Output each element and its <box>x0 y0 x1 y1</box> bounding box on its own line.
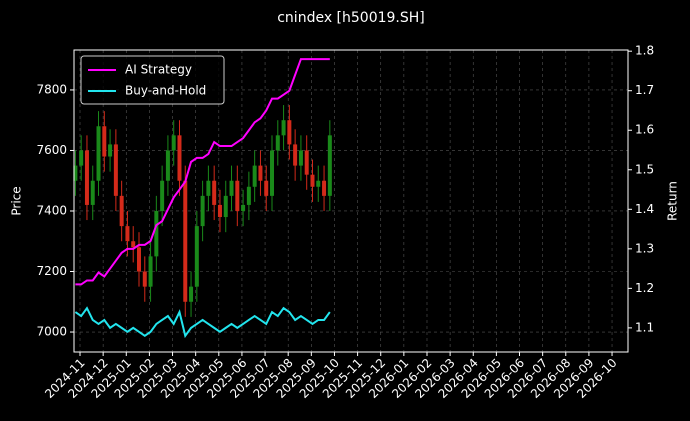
candle-body <box>136 247 141 272</box>
candle-body <box>264 180 269 196</box>
candle-body <box>73 165 78 181</box>
candle-body <box>241 204 246 211</box>
candle-body <box>246 186 251 205</box>
candle-body <box>316 180 321 187</box>
candle-body <box>154 210 159 257</box>
y-tick-label: 7400 <box>36 203 67 217</box>
candle-body <box>96 126 101 181</box>
candle-body <box>113 144 118 196</box>
legend-box <box>80 55 225 105</box>
y-axis-label: Price <box>10 186 24 215</box>
candle-body <box>217 204 222 218</box>
candle-body <box>142 271 147 287</box>
y2-tick-label: 1.3 <box>635 241 654 255</box>
candle-body <box>160 180 165 211</box>
y2-axis-label: Return <box>666 181 680 221</box>
legend-label: Buy-and-Hold <box>125 84 206 98</box>
candle-body <box>200 195 205 227</box>
candle-body <box>327 135 332 196</box>
candle-body <box>304 150 309 175</box>
candle-body <box>125 226 130 242</box>
candle-body <box>252 165 257 187</box>
candle-body <box>287 120 292 145</box>
y-tick-label: 7600 <box>36 143 67 157</box>
candle-body <box>206 180 211 196</box>
candle-body <box>235 180 240 211</box>
candle-body <box>293 144 298 166</box>
y2-tick-label: 1.6 <box>635 123 654 137</box>
y2-tick-label: 1.7 <box>635 83 654 97</box>
line-series <box>74 306 331 339</box>
candle-body <box>229 180 234 196</box>
candle-body <box>322 180 327 196</box>
plot-frame <box>73 49 629 353</box>
candle-body <box>165 150 170 181</box>
candle-body <box>281 120 286 136</box>
candle-body <box>212 180 217 205</box>
candle-body <box>183 180 188 302</box>
candle-body <box>298 150 303 166</box>
candle-body <box>171 135 176 151</box>
y-tick-label: 7200 <box>36 264 67 278</box>
candle-body <box>177 135 182 181</box>
y-tick-label: 7800 <box>36 82 67 96</box>
legend-label: AI Strategy <box>125 63 192 77</box>
line-series <box>75 58 330 286</box>
y2-tick-label: 1.4 <box>635 202 654 216</box>
candle-body <box>194 226 199 287</box>
candle-body <box>84 150 89 205</box>
chart-title: cnindex [h50019.SH] <box>277 10 425 26</box>
candle-body <box>258 165 263 181</box>
y2-tick-label: 1.5 <box>635 162 654 176</box>
y2-tick-label: 1.1 <box>635 320 654 334</box>
candle-body <box>102 126 107 157</box>
candle-body <box>189 286 194 302</box>
candle-body <box>310 174 315 187</box>
candle-body <box>270 150 275 196</box>
candle-body <box>275 135 280 151</box>
candle-body <box>90 180 95 205</box>
y-tick-label: 7000 <box>36 325 67 339</box>
candle-body <box>223 195 228 218</box>
y2-tick-label: 1.8 <box>635 44 654 58</box>
candle-body <box>148 256 153 287</box>
candle-body <box>131 241 136 248</box>
candle-body <box>108 144 113 157</box>
candle-body <box>119 195 124 227</box>
candle-body <box>79 150 84 166</box>
y2-tick-label: 1.2 <box>635 281 654 295</box>
